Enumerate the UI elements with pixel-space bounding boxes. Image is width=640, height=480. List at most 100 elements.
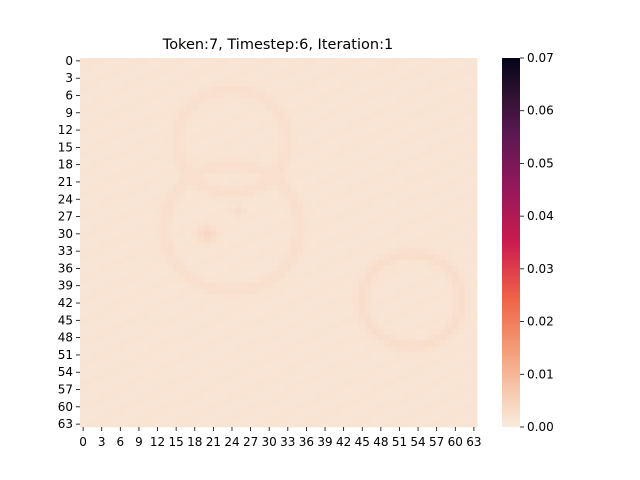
heatmap-cell: [452, 179, 459, 186]
heatmap-cell: [135, 398, 143, 405]
heatmap-cell: [297, 196, 304, 203]
heatmap-cell: [278, 305, 286, 313]
heatmap-cell: [390, 277, 397, 284]
heatmap-cell: [104, 271, 112, 278]
heatmap-cell: [197, 288, 205, 295]
heatmap-cell: [241, 190, 248, 197]
heatmap-cell: [433, 340, 441, 347]
heatmap-cell: [377, 305, 385, 313]
heatmap-cell: [359, 150, 366, 157]
heatmap-cell: [284, 92, 292, 99]
heatmap-cell: [284, 392, 292, 399]
heatmap-cell: [160, 173, 168, 180]
y-tick-label: 6: [65, 88, 73, 102]
heatmap-cell: [86, 352, 93, 359]
heatmap-cell: [352, 179, 360, 186]
heatmap-cell: [111, 415, 118, 422]
heatmap-cell: [284, 207, 292, 215]
heatmap-cell: [235, 294, 242, 301]
heatmap-cell: [321, 92, 329, 99]
heatmap-cell: [278, 202, 286, 209]
heatmap-cell: [297, 369, 304, 376]
heatmap-cell: [86, 409, 93, 416]
heatmap-cell: [315, 317, 323, 324]
heatmap-cell: [92, 386, 99, 393]
heatmap-cell: [315, 138, 323, 145]
heatmap-cell: [123, 173, 130, 180]
heatmap-cell: [439, 323, 447, 330]
heatmap-cell: [259, 104, 267, 111]
heatmap-cell: [315, 236, 323, 243]
heatmap-cell: [433, 277, 441, 284]
heatmap-cell: [123, 236, 130, 243]
heatmap-cell: [328, 334, 335, 341]
heatmap-cell: [241, 127, 248, 134]
heatmap-cell: [86, 98, 93, 105]
heatmap-cell: [160, 58, 168, 65]
heatmap-cell: [129, 277, 137, 284]
heatmap-cell: [185, 196, 193, 203]
heatmap-cell: [266, 104, 273, 111]
heatmap-cell: [86, 311, 93, 318]
heatmap-cell: [328, 127, 335, 134]
heatmap-cell: [210, 375, 217, 382]
heatmap-cell: [458, 409, 465, 416]
heatmap-cell: [228, 173, 236, 180]
heatmap-cell: [179, 213, 186, 220]
heatmap-cell: [241, 86, 248, 93]
heatmap-cell: [197, 109, 205, 117]
heatmap-cell: [191, 179, 199, 186]
heatmap-cell: [154, 352, 161, 359]
heatmap-cell: [464, 58, 472, 65]
heatmap-cell: [328, 415, 335, 422]
heatmap-cell: [253, 248, 261, 255]
heatmap-cell: [352, 92, 360, 99]
heatmap-cell: [402, 340, 410, 347]
heatmap-cell: [210, 421, 217, 428]
heatmap-cell: [402, 63, 410, 70]
heatmap-cell: [272, 346, 279, 353]
heatmap-cell: [321, 323, 329, 330]
heatmap-cell: [148, 219, 155, 226]
heatmap-cell: [204, 248, 211, 255]
heatmap-cell: [346, 265, 354, 272]
heatmap-cell: [334, 271, 341, 278]
heatmap-cell: [259, 392, 267, 399]
heatmap-cell: [334, 305, 341, 313]
heatmap-cell: [390, 294, 397, 301]
heatmap-cell: [470, 236, 478, 243]
heatmap-cell: [390, 115, 397, 122]
heatmap-cell: [142, 328, 149, 336]
heatmap-cell: [346, 242, 354, 249]
heatmap-cell: [129, 196, 137, 203]
heatmap-cell: [346, 421, 354, 428]
heatmap-cell: [321, 81, 329, 88]
heatmap-cell: [470, 213, 478, 220]
heatmap-cell: [266, 202, 273, 209]
heatmap-cell: [414, 317, 422, 324]
heatmap-cell: [309, 259, 317, 266]
heatmap-cell: [297, 271, 304, 278]
heatmap-cell: [148, 363, 155, 370]
heatmap-cell: [117, 219, 124, 226]
heatmap-cell: [191, 167, 199, 174]
heatmap-cell: [303, 334, 310, 341]
heatmap-cell: [92, 305, 99, 313]
heatmap-cell: [92, 334, 99, 341]
heatmap-cell: [241, 271, 248, 278]
heatmap-cell: [247, 138, 255, 145]
heatmap-cell: [402, 156, 410, 163]
heatmap-cell: [390, 265, 397, 272]
heatmap-cell: [402, 104, 410, 111]
heatmap-cell: [458, 121, 465, 128]
heatmap-cell: [123, 109, 130, 117]
heatmap-cell: [464, 104, 472, 111]
heatmap-cell: [235, 352, 242, 359]
heatmap-cell: [160, 248, 168, 255]
heatmap-cell: [278, 219, 286, 226]
heatmap-cell: [452, 132, 459, 140]
heatmap-cell: [371, 242, 379, 249]
heatmap-cell: [98, 386, 106, 393]
heatmap-cell: [179, 300, 186, 307]
